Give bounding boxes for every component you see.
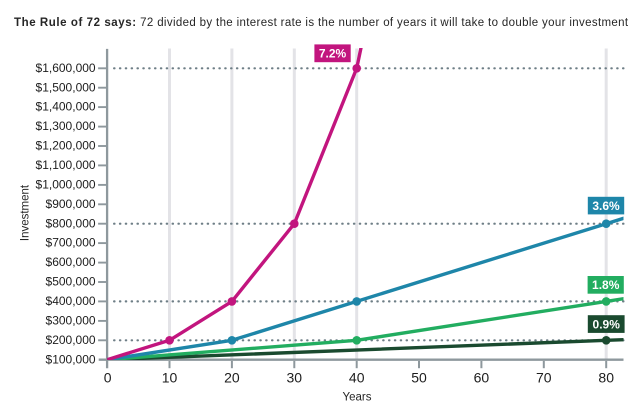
svg-text:$1,200,000: $1,200,000: [36, 139, 96, 153]
svg-text:$1,100,000: $1,100,000: [36, 158, 96, 172]
svg-text:50: 50: [411, 370, 427, 386]
svg-text:3.6%: 3.6%: [592, 199, 620, 213]
svg-text:$900,000: $900,000: [46, 197, 96, 211]
svg-text:0: 0: [104, 370, 112, 386]
svg-text:$1,400,000: $1,400,000: [36, 100, 96, 114]
svg-text:7.2%: 7.2%: [319, 47, 347, 61]
svg-text:$400,000: $400,000: [46, 294, 96, 308]
svg-text:60: 60: [474, 370, 490, 386]
svg-text:$700,000: $700,000: [46, 236, 96, 250]
svg-text:$1,000,000: $1,000,000: [36, 178, 96, 192]
svg-text:Years: Years: [343, 392, 372, 404]
svg-text:70: 70: [536, 370, 552, 386]
svg-text:40: 40: [349, 370, 365, 386]
svg-text:$1,300,000: $1,300,000: [36, 119, 96, 133]
svg-text:$1,500,000: $1,500,000: [36, 80, 96, 94]
svg-text:10: 10: [162, 370, 178, 386]
svg-text:$500,000: $500,000: [46, 275, 96, 289]
svg-text:20: 20: [224, 370, 240, 386]
svg-text:$200,000: $200,000: [46, 333, 96, 347]
svg-text:$300,000: $300,000: [46, 314, 96, 328]
svg-text:The Rule of 72 says: 72 divide: The Rule of 72 says: 72 divided by the i…: [14, 17, 629, 29]
svg-text:1.8%: 1.8%: [592, 278, 620, 292]
svg-text:$100,000: $100,000: [46, 352, 96, 366]
svg-text:80: 80: [598, 370, 614, 386]
svg-text:$600,000: $600,000: [46, 255, 96, 269]
svg-text:$800,000: $800,000: [46, 216, 96, 230]
svg-text:30: 30: [287, 370, 303, 386]
svg-text:0.9%: 0.9%: [593, 317, 621, 331]
svg-text:Investment: Investment: [20, 184, 32, 241]
svg-text:$1,600,000: $1,600,000: [36, 61, 96, 75]
